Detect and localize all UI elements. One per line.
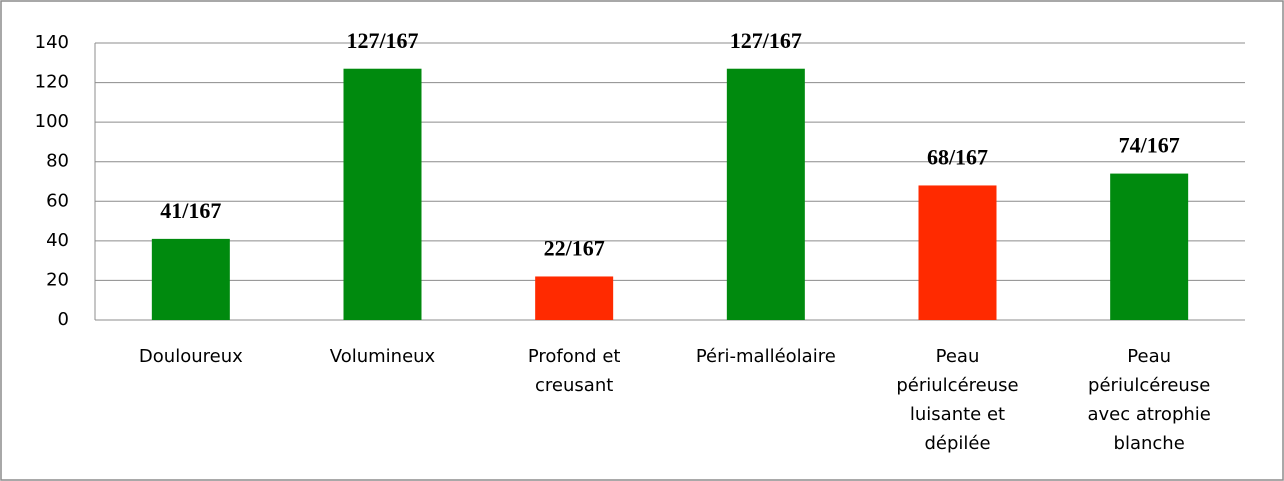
y-tick-label: 60 — [46, 190, 69, 211]
data-label: 41/167 — [160, 198, 221, 223]
x-tick-label: Volumineux — [330, 346, 436, 367]
y-tick-label: 100 — [35, 111, 69, 132]
bar — [535, 276, 614, 320]
x-tick-label: Peau périulcéreuse luisante et dépilée — [896, 346, 1018, 454]
y-tick-label: 20 — [46, 269, 69, 290]
x-tick-label: Douloureux — [139, 346, 243, 367]
y-tick-label: 0 — [58, 309, 69, 330]
y-tick-label: 80 — [46, 151, 69, 172]
data-label: 74/167 — [1119, 133, 1180, 158]
y-tick-label: 40 — [46, 230, 69, 251]
y-tick-label: 140 — [35, 32, 69, 53]
data-label: 127/167 — [346, 28, 418, 53]
bar — [1110, 173, 1189, 320]
bar — [918, 185, 997, 320]
bar — [151, 238, 230, 320]
bar — [726, 68, 805, 320]
bar — [343, 68, 422, 320]
y-tick-label: 120 — [35, 72, 69, 93]
data-label: 68/167 — [927, 145, 988, 170]
x-tick-label: Péri-malléolaire — [696, 346, 836, 367]
data-label: 22/167 — [544, 236, 605, 261]
data-label: 127/167 — [730, 28, 802, 53]
x-tick-label: Profond et creusant — [528, 346, 621, 396]
x-tick-label: Peau périulcéreuse avec atrophie blanche — [1087, 346, 1210, 454]
